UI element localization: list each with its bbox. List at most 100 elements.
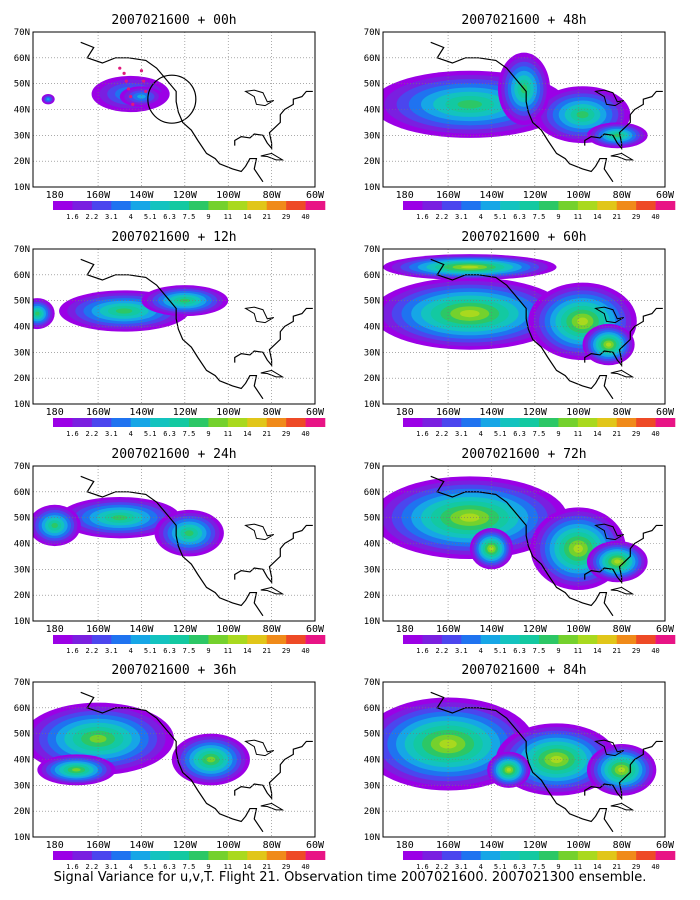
colorbar-swatch — [655, 851, 676, 860]
contour-fill — [35, 311, 40, 316]
colorbar-swatch — [53, 851, 73, 860]
lon-tick-label: 180 — [46, 407, 64, 418]
colorbar-swatch — [597, 635, 618, 644]
great-lakes — [594, 89, 625, 107]
contour-fill — [614, 559, 621, 564]
contour-fill — [573, 544, 584, 553]
island-coastline — [260, 802, 285, 811]
lon-tick-label: 60W — [656, 624, 675, 635]
lat-tick-label: 40N — [364, 106, 380, 116]
variance-field — [383, 475, 663, 617]
lat-tick-label: 20N — [14, 157, 30, 167]
colorbar-label: 40 — [301, 863, 309, 871]
coastline — [584, 90, 663, 150]
contour-fill — [489, 546, 494, 551]
colorbar-label: 4 — [129, 647, 133, 655]
lat-tick-label: 60N — [364, 704, 380, 714]
lon-tick-label: 80W — [613, 190, 632, 201]
colorbar-swatch — [422, 418, 443, 427]
contour-fill — [506, 768, 511, 772]
coastline — [584, 307, 663, 367]
map-frame — [382, 465, 666, 622]
lon-tick-label: 180 — [396, 624, 414, 635]
lat-tick-label: 30N — [364, 348, 380, 358]
colorbar-swatch — [53, 635, 73, 644]
colorbar-swatch — [266, 851, 287, 860]
lat-tick-label: 40N — [14, 756, 30, 766]
lon-tick-label: 120W — [523, 190, 548, 201]
lon-tick-label: 80W — [263, 840, 282, 851]
colorbar-label: 2.2 — [436, 213, 449, 221]
colorbar-label: 40 — [651, 647, 659, 655]
great-lakes — [244, 523, 275, 541]
contour-fill — [460, 513, 480, 522]
lon-tick-label: 80W — [263, 407, 282, 418]
lat-tick-label: 20N — [14, 374, 30, 384]
variance-field — [383, 41, 663, 183]
colorbar-label: 9 — [206, 213, 210, 221]
colorbar-label: 40 — [301, 647, 309, 655]
contour-fill — [51, 522, 58, 529]
colorbar-swatch — [227, 201, 248, 210]
lat-tick-label: 30N — [364, 781, 380, 791]
colorbar-swatch — [480, 418, 501, 427]
colorbar-label: 40 — [651, 430, 659, 438]
colorbar-swatch — [519, 418, 540, 427]
colorbar-swatch — [169, 851, 190, 860]
lon-tick-label: 160W — [436, 624, 461, 635]
colorbar-swatch — [461, 635, 482, 644]
colorbar-swatch — [305, 635, 326, 644]
colorbar-swatch — [91, 851, 112, 860]
contour-fill — [89, 734, 107, 743]
colorbar-swatch — [189, 851, 209, 860]
colorbar-label: 14 — [593, 430, 601, 438]
observation-point — [124, 79, 128, 83]
colorbar-label: 21 — [262, 213, 270, 221]
colorbar-label: 1.6 — [416, 863, 429, 871]
colorbar-label: 14 — [243, 213, 251, 221]
colorbar-label: 9 — [556, 647, 560, 655]
colorbar-swatch — [72, 201, 93, 210]
island-coastline — [260, 586, 285, 595]
colorbar-label: 11 — [224, 213, 232, 221]
variance-field — [41, 41, 313, 183]
colorbar-label: 40 — [301, 213, 309, 221]
lon-tick-label: 140W — [479, 407, 504, 418]
observation-point — [129, 94, 133, 99]
colorbar-swatch — [72, 851, 93, 860]
lat-tick-label: 60N — [14, 704, 30, 714]
colorbar-swatch — [519, 635, 540, 644]
lat-tick-label: 40N — [14, 540, 30, 550]
coastline — [234, 740, 313, 800]
colorbar-label: 29 — [282, 430, 290, 438]
contour-fill — [576, 111, 589, 119]
lat-tick-label: 40N — [14, 323, 30, 333]
lat-tick-label: 60N — [364, 488, 380, 498]
observation-point — [126, 87, 131, 91]
colorbar-swatch — [441, 851, 462, 860]
lon-tick-label: 120W — [173, 190, 198, 201]
lon-tick-label: 100W — [216, 624, 241, 635]
lat-tick-label: 30N — [14, 781, 30, 791]
colorbar-label: 5.1 — [494, 863, 507, 871]
lon-tick-label: 140W — [479, 840, 504, 851]
lon-tick-label: 100W — [566, 840, 591, 851]
colorbar-label: 2.2 — [436, 647, 449, 655]
lat-tick-label: 70N — [14, 245, 30, 255]
colorbar-swatch — [655, 201, 676, 210]
colorbar-swatch — [519, 851, 540, 860]
contour-fill — [46, 98, 50, 101]
colorbar-swatch — [422, 635, 443, 644]
colorbar-swatch — [286, 418, 306, 427]
lat-tick-label: 10N — [14, 400, 30, 410]
colorbar-label: 1.6 — [66, 647, 79, 655]
lat-tick-label: 20N — [364, 807, 380, 817]
colorbar-label: 5.1 — [494, 430, 507, 438]
colorbar-swatch — [208, 201, 229, 210]
lon-tick-label: 140W — [129, 407, 154, 418]
colorbar-label: 1.6 — [416, 647, 429, 655]
variance-field — [33, 258, 313, 400]
colorbar-label: 7.5 — [183, 430, 196, 438]
lon-tick-label: 60W — [656, 840, 675, 851]
